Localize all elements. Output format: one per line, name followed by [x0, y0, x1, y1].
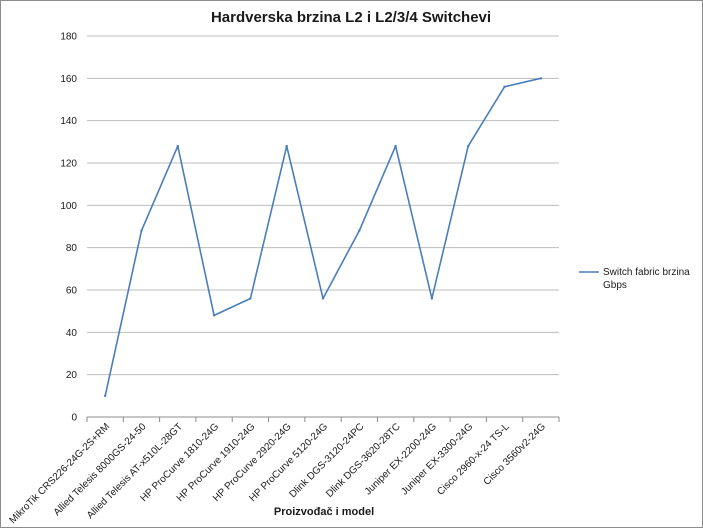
data-point: [394, 144, 397, 148]
legend-label-line: Switch fabric brzina: [603, 267, 690, 278]
x-tick-label: Juniper EX-2200-24G: [363, 421, 439, 497]
y-tick-label: 180: [60, 32, 77, 43]
x-axis-title: Proizvođač i model: [274, 506, 374, 518]
legend-label-line: Gbps: [603, 280, 627, 291]
data-point: [430, 297, 434, 300]
data-point: [140, 229, 143, 232]
data-point: [285, 144, 288, 148]
y-tick-label: 0: [71, 413, 77, 424]
data-point: [358, 229, 361, 232]
data-point: [249, 297, 252, 300]
data-point: [467, 144, 470, 148]
chart-title: Hardverska brzina L2 i L2/3/4 Switchevi: [211, 9, 491, 26]
series-layer: [103, 77, 543, 398]
data-point: [321, 297, 325, 300]
data-point: [539, 77, 543, 80]
y-tick-label: 120: [60, 159, 77, 170]
data-point: [212, 314, 216, 317]
legend-label-switch-fabric: Switch fabric brzina Gbps: [603, 267, 690, 291]
y-tick-label: 60: [66, 286, 78, 297]
series-line-switch-fabric: [104, 77, 541, 396]
x-tick-marks: [86, 417, 560, 422]
data-point: [103, 394, 107, 398]
x-tick-label: Cisco 2960-x-24 TS-L: [435, 421, 512, 498]
data-point: [176, 144, 179, 148]
x-tick-label: Juniper EX-3300-24G: [399, 421, 475, 497]
y-tick-label: 40: [66, 328, 78, 339]
y-tick-label: 80: [66, 243, 78, 254]
y-tick-labels: 0 20 40 60 80 100 120 140 160 180: [60, 32, 77, 424]
y-tick-label: 20: [66, 370, 78, 381]
y-tick-label: 100: [60, 201, 77, 212]
legend: Switch fabric brzina Gbps: [579, 267, 690, 291]
y-tick-label: 160: [60, 74, 77, 85]
data-point: [503, 85, 506, 89]
y-tick-label: 140: [60, 116, 77, 127]
gridlines: [87, 35, 559, 376]
x-tick-label: Cisco 3560v2-24G: [482, 421, 548, 487]
